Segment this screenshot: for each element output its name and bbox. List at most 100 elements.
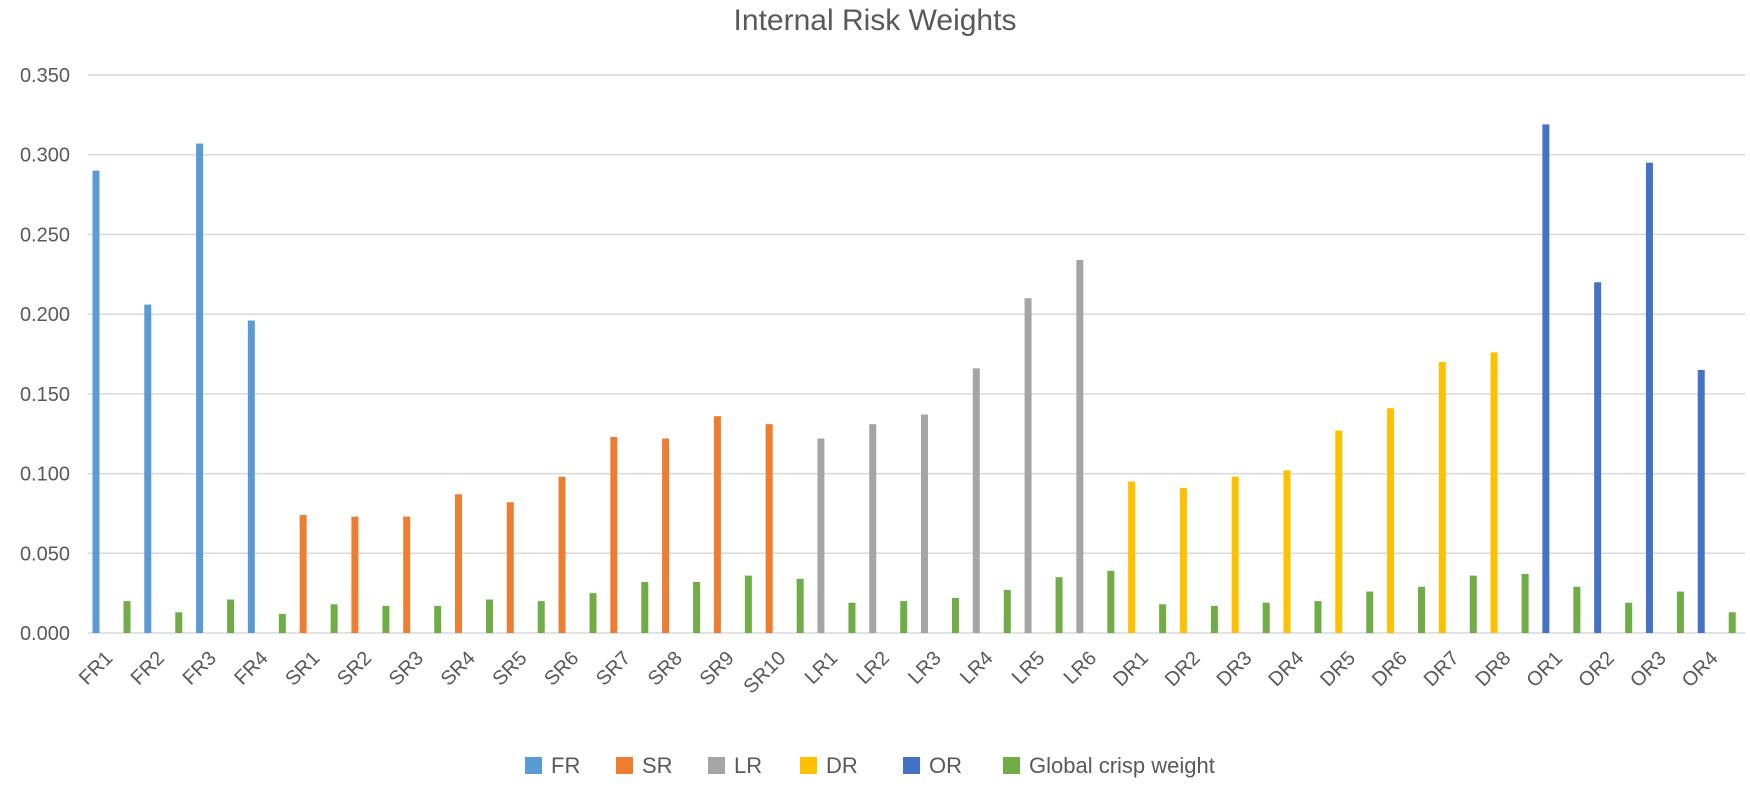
x-tick-label: DR7 (1420, 647, 1464, 691)
x-tick-label: DR6 (1368, 647, 1412, 691)
bar-fr-fr2 (144, 304, 152, 633)
legend-label: Global crisp weight (1029, 753, 1215, 778)
bar-global-crisp-weight-or2 (1625, 602, 1633, 633)
bar-global-crisp-weight-dr2 (1210, 605, 1218, 633)
y-tick-label: 0.150 (20, 384, 70, 406)
bars (92, 124, 1736, 634)
legend-swatch-dr (800, 757, 817, 774)
x-tick-label: DR3 (1213, 647, 1257, 691)
x-tick-label: LR1 (801, 647, 843, 689)
bar-dr-dr1 (1128, 481, 1136, 633)
bar-sr-sr9 (713, 416, 721, 633)
bar-global-crisp-weight-dr8 (1521, 574, 1529, 633)
bar-global-crisp-weight-sr10 (796, 578, 804, 633)
x-tick-label: OR2 (1574, 647, 1619, 692)
x-tick-label: OR4 (1678, 647, 1723, 692)
bar-sr-sr2 (351, 516, 359, 633)
legend-label: DR (826, 753, 858, 778)
bar-global-crisp-weight-fr1 (123, 601, 131, 633)
bar-dr-dr7 (1438, 361, 1446, 633)
bar-global-crisp-weight-sr1 (330, 604, 338, 633)
y-axis-ticks: 0.000 0.050 0.100 0.150 0.200 0.250 0.300 0.350 (20, 65, 70, 645)
bar-global-crisp-weight-dr1 (1159, 604, 1167, 633)
bar-global-crisp-weight-lr5 (1055, 577, 1063, 633)
x-tick-label: FR3 (179, 647, 221, 689)
bar-sr-sr4 (454, 494, 462, 633)
x-tick-label: DR1 (1109, 647, 1153, 691)
x-tick-label: DR4 (1264, 647, 1308, 691)
x-tick-label: SR8 (644, 647, 687, 690)
legend-swatch-or (903, 757, 920, 774)
y-tick-label: 0.200 (20, 304, 70, 326)
bar-global-crisp-weight-dr7 (1469, 575, 1477, 633)
bar-lr-lr4 (972, 368, 980, 633)
bar-lr-lr6 (1076, 259, 1084, 633)
bar-or-or1 (1542, 124, 1550, 634)
y-tick-label: 0.350 (20, 65, 70, 87)
bar-fr-fr4 (247, 320, 255, 633)
gridlines (88, 74, 1745, 634)
legend-label: FR (551, 753, 580, 778)
bar-dr-dr5 (1335, 430, 1343, 633)
x-tick-label: OR1 (1523, 647, 1568, 692)
bar-sr-sr8 (662, 438, 670, 633)
legend-label: SR (642, 753, 673, 778)
x-tick-label: SR9 (696, 647, 739, 690)
x-tick-label: SR2 (333, 647, 376, 690)
x-tick-label: SR4 (437, 647, 480, 690)
bar-global-crisp-weight-dr4 (1314, 601, 1322, 633)
bar-lr-lr2 (869, 424, 877, 633)
bar-dr-dr8 (1490, 352, 1498, 633)
bar-sr-sr5 (506, 502, 514, 633)
bar-global-crisp-weight-dr3 (1262, 602, 1270, 633)
bar-dr-dr2 (1179, 487, 1187, 633)
y-tick-label: 0.300 (20, 145, 70, 167)
y-tick-label: 0.050 (20, 543, 70, 565)
bar-fr-fr1 (92, 170, 100, 633)
x-tick-label: LR3 (904, 647, 946, 689)
legend-label: OR (929, 753, 962, 778)
legend-swatch-sr (616, 757, 633, 774)
x-tick-label: LR2 (853, 647, 895, 689)
y-tick-label: 0.250 (20, 224, 70, 246)
bar-sr-sr1 (299, 515, 307, 633)
x-tick-label: LR6 (1060, 647, 1102, 689)
x-axis-ticks: FR1 FR2 FR3 FR4 SR1 SR2 SR3 SR4 SR5 SR6 SR7 SR8 SR9 S… (75, 647, 1723, 698)
legend: FR SR LR DR OR Global crisp weight (525, 753, 1215, 778)
legend-swatch-global-crisp-weight (1003, 757, 1020, 774)
x-tick-label: SR5 (488, 647, 531, 690)
bar-or-or4 (1697, 369, 1705, 633)
bar-lr-lr5 (1024, 298, 1032, 633)
bar-global-crisp-weight-sr2 (382, 605, 390, 633)
bar-global-crisp-weight-lr3 (952, 597, 959, 633)
legend-swatch-lr (708, 757, 725, 774)
legend-label: LR (734, 753, 762, 778)
x-tick-label: SR3 (385, 647, 428, 690)
bar-global-crisp-weight-sr9 (744, 575, 752, 633)
bar-global-crisp-weight-dr6 (1418, 586, 1426, 633)
bar-sr-sr3 (403, 516, 411, 633)
x-tick-label: LR5 (1008, 647, 1050, 689)
x-tick-label: FR1 (75, 647, 117, 689)
bar-global-crisp-weight-or3 (1676, 591, 1684, 633)
bar-global-crisp-weight-or4 (1728, 612, 1736, 633)
bar-global-crisp-weight-lr2 (900, 601, 908, 633)
bar-or-or2 (1594, 282, 1602, 633)
x-tick-label: FR4 (230, 647, 272, 689)
bar-global-crisp-weight-sr3 (434, 605, 442, 633)
x-tick-label: OR3 (1626, 647, 1671, 692)
bar-fr-fr3 (196, 143, 204, 633)
bar-global-crisp-weight-dr5 (1366, 591, 1374, 633)
x-tick-label: LR4 (956, 647, 998, 689)
bar-sr-sr10 (765, 424, 773, 633)
x-tick-label: FR2 (127, 647, 169, 689)
bar-dr-dr4 (1283, 470, 1291, 633)
bar-dr-dr3 (1231, 476, 1239, 633)
bar-dr-dr6 (1387, 408, 1395, 633)
bar-global-crisp-weight-fr4 (278, 613, 286, 633)
bar-sr-sr6 (558, 476, 566, 633)
bar-global-crisp-weight-lr1 (848, 602, 856, 633)
bar-global-crisp-weight-sr5 (537, 601, 545, 633)
bar-lr-lr3 (921, 414, 928, 633)
y-tick-label: 0.000 (20, 623, 70, 645)
